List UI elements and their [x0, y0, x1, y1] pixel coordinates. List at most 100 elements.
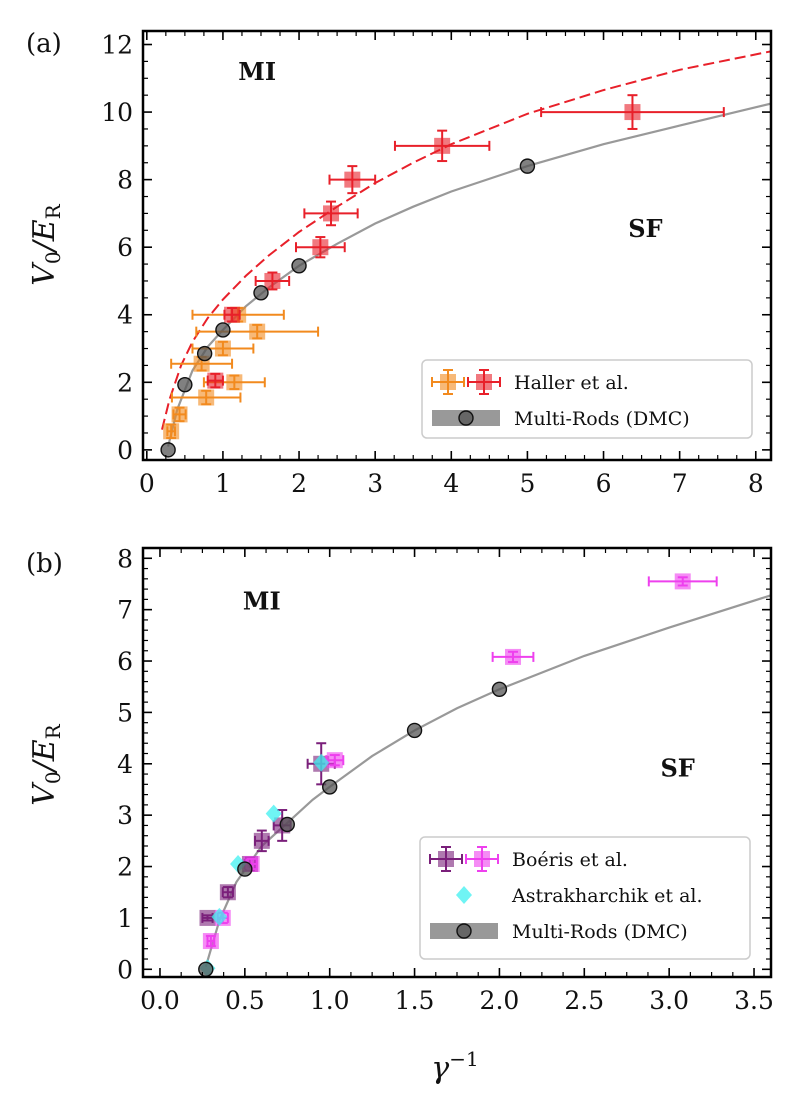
region-label-sf: SF [660, 754, 694, 783]
panel-b-x-axis-title: γ−1 [431, 1047, 478, 1086]
data-point [214, 340, 231, 357]
ticks: 0.0 0.5 1.0 1.5 2.0 2.5 3.0 3.5 0 1 2 3 4 5 6 7 8 [117, 544, 774, 1015]
series-0 [199, 742, 336, 926]
data-point [674, 573, 691, 590]
curve-dashed [161, 50, 771, 430]
data-point [219, 884, 236, 901]
curve-fit [204, 594, 771, 968]
series-0 [163, 306, 320, 440]
data-point [279, 816, 295, 833]
data-point [207, 372, 224, 389]
data-point [313, 753, 330, 772]
data-point [196, 345, 213, 362]
y-tick-label: 7 [117, 596, 133, 625]
plot-content [160, 50, 771, 458]
region-label-mi: MI [238, 57, 276, 86]
data-point [199, 909, 216, 926]
panel-a-y-axis-title: V0/ER [27, 203, 65, 285]
data-point [211, 907, 228, 926]
x-tick-label: 2 [291, 469, 307, 498]
data-point [198, 389, 215, 406]
series-2 [160, 158, 536, 458]
legend-marker [474, 851, 490, 867]
x-tick-label: 6 [596, 469, 612, 498]
y-tick-label: 0 [117, 955, 133, 984]
data-point [163, 423, 180, 440]
x-tick-label: 7 [672, 469, 688, 498]
data-point [177, 376, 193, 393]
y-tick-label: 6 [117, 647, 133, 676]
y-tick-label: 1 [117, 904, 133, 933]
y-tick-label: 4 [117, 301, 133, 330]
legend-box [419, 836, 751, 960]
x-tick-label: 1.5 [395, 986, 435, 1015]
data-point [249, 323, 266, 340]
x-tick-label: 4 [443, 469, 459, 498]
data-point [226, 374, 243, 391]
x-tick-label: 3.5 [734, 986, 774, 1015]
data-point [323, 205, 340, 222]
legend-label: Multi-Rods (DMC) [514, 408, 690, 430]
y-tick-label: 3 [117, 801, 133, 830]
panel-b-label: (b) [26, 549, 63, 579]
y-tick-label: 8 [117, 166, 133, 195]
data-point [253, 832, 270, 849]
x-tick-label: 2.0 [480, 986, 520, 1015]
data-point [215, 322, 231, 338]
panel-a-label: (a) [26, 29, 62, 59]
panel-b-plot-area: 0.0 0.5 1.0 1.5 2.0 2.5 3.0 3.5 0 1 2 3 4 5 6 7 8 MI SF Boé… [117, 544, 774, 1015]
panel-b-y-axis-title: V0/ER [27, 723, 65, 805]
x-tick-label: 1.0 [310, 986, 350, 1015]
x-tick-label: 0.0 [140, 986, 180, 1015]
series-1 [206, 94, 725, 389]
legend-label: Astrakharchik et al. [511, 885, 703, 907]
data-point [624, 104, 641, 121]
y-tick-label: 4 [117, 750, 133, 779]
legend-marker [476, 374, 492, 390]
x-tick-label: 2.5 [564, 986, 604, 1015]
y-tick-label: 2 [117, 368, 133, 397]
data-point [253, 285, 269, 301]
data-point [491, 681, 508, 697]
series-3 [198, 681, 508, 977]
legend-label: Multi-Rods (DMC) [512, 921, 688, 943]
data-point [171, 406, 188, 423]
y-tick-label: 2 [117, 853, 133, 882]
data-point [202, 933, 219, 950]
data-point [519, 158, 536, 174]
legend-label: Haller et al. [514, 372, 629, 394]
axes-frame [141, 29, 773, 462]
region-label-mi: MI [243, 587, 281, 616]
y-tick-label: 12 [101, 31, 133, 60]
x-tick-label: 0.5 [225, 986, 265, 1015]
legend-marker [458, 410, 474, 426]
panel-b: (b) 0.0 0.5 1.0 1.5 2.0 2.5 3.0 3.5 0 1 2 3 4 5 6 7 8 MI S… [26, 544, 774, 1086]
data-point [291, 258, 307, 274]
data-point [326, 752, 343, 769]
data-point [322, 779, 338, 795]
data-point [265, 804, 282, 823]
data-point [406, 722, 423, 739]
legend: Haller et al. Multi-Rods (DMC) [421, 359, 753, 439]
x-tick-label: 1 [215, 469, 231, 498]
series-2 [199, 753, 330, 977]
y-tick-label: 8 [117, 544, 133, 573]
y-tick-label: 5 [117, 698, 133, 727]
x-tick-label: 3.0 [649, 986, 689, 1015]
data-point [224, 306, 241, 323]
data-point [505, 648, 522, 665]
legend-marker [440, 374, 456, 390]
legend: Boéris et al. Astrakharchik et al. Multi-R… [419, 836, 751, 960]
x-tick-label: 3 [367, 469, 383, 498]
legend-marker [456, 886, 472, 904]
legend-label: Boéris et al. [512, 849, 628, 871]
legend-marker [456, 923, 472, 939]
data-point [160, 442, 176, 458]
data-point [312, 239, 329, 256]
data-point [198, 961, 214, 977]
legend-marker [438, 851, 454, 867]
data-point [237, 861, 253, 877]
